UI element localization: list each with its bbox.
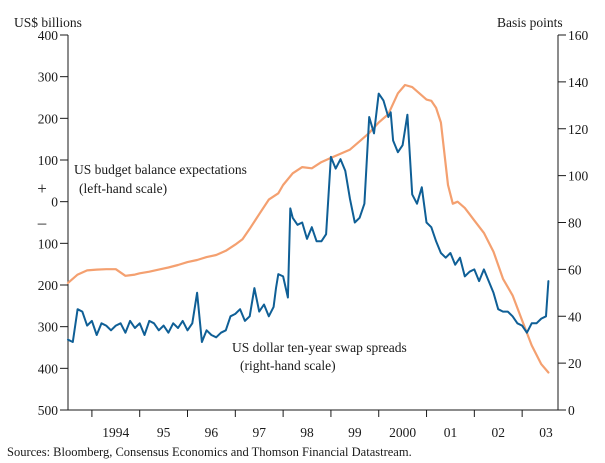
left-tick-label: 200 [38, 278, 59, 293]
x-axis-labels: 1994 95 96 97 98 99 2000 01 02 03 [102, 425, 553, 440]
x-tick-label: 98 [300, 425, 314, 440]
right-tick-label: 80 [568, 216, 582, 231]
swap-annotation-line1: US dollar ten-year swap spreads [232, 340, 407, 355]
x-tick-label: 99 [348, 425, 362, 440]
swap-spreads-line [67, 92, 550, 343]
budget-balance-line [66, 83, 550, 374]
x-tick-label: 01 [444, 425, 458, 440]
left-axis-ticks: 400 300 200 100 0 100 200 300 400 500 [38, 28, 68, 418]
left-tick-label: 400 [38, 361, 59, 376]
source-note: Sources: Bloomberg, Consensus Economics … [7, 445, 412, 459]
left-tick-label: 0 [51, 195, 58, 210]
right-axis-ticks: 160 140 120 100 80 60 40 20 0 [558, 28, 589, 418]
x-tick-label: 95 [157, 425, 171, 440]
x-tick-label: 96 [205, 425, 219, 440]
x-tick-label: 03 [539, 425, 553, 440]
right-tick-label: 40 [568, 309, 582, 324]
left-tick-label: 400 [38, 28, 59, 43]
right-tick-label: 140 [568, 75, 589, 90]
left-tick-label: 200 [38, 111, 59, 126]
x-tick-label: 2000 [389, 425, 416, 440]
right-tick-label: 100 [568, 169, 589, 184]
left-tick-label: 500 [38, 403, 59, 418]
left-tick-label: 100 [38, 153, 59, 168]
x-axis-ticks [91, 410, 523, 417]
right-tick-label: 0 [568, 403, 575, 418]
x-tick-label: 02 [491, 425, 505, 440]
series-lines [66, 83, 550, 374]
swap-annotation-line2: (right-hand scale) [240, 358, 336, 373]
right-tick-label: 160 [568, 28, 589, 43]
left-axis-title: US$ billions [14, 15, 82, 30]
right-axis-title: Basis points [497, 15, 563, 30]
budget-annotation-line1: US budget balance expectations [74, 162, 247, 177]
left-tick-label: 300 [38, 320, 59, 335]
x-tick-label: 97 [252, 425, 266, 440]
left-tick-label: 100 [38, 236, 59, 251]
right-tick-label: 20 [568, 356, 582, 371]
budget-annotation-line2: (left-hand scale) [79, 181, 167, 196]
left-tick-label: 300 [38, 70, 59, 85]
right-tick-label: 120 [568, 122, 589, 137]
right-tick-label: 60 [568, 262, 582, 277]
x-tick-label: 1994 [102, 425, 129, 440]
minus-sign: – [37, 213, 47, 232]
plus-sign: + [37, 179, 47, 198]
